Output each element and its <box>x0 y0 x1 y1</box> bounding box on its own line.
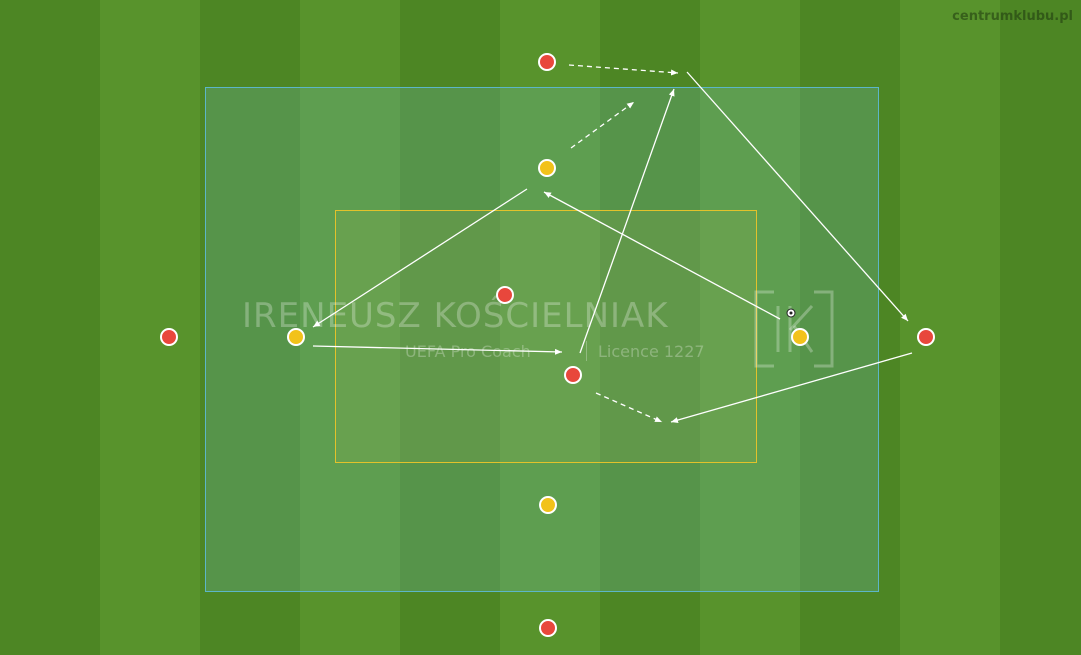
grass-stripe <box>800 0 900 655</box>
grass-stripe <box>1000 0 1081 655</box>
grass-stripe <box>900 0 1000 655</box>
player-yellow <box>538 159 556 177</box>
run-arrow <box>570 101 635 149</box>
inner-zone <box>335 210 757 463</box>
player-yellow <box>791 328 809 346</box>
grass-stripe <box>700 0 800 655</box>
watermark-licence: Licence 1227 <box>598 342 705 361</box>
grass-stripe <box>500 0 600 655</box>
pass-arrow <box>543 191 781 320</box>
player-red <box>917 328 935 346</box>
player-yellow <box>539 496 557 514</box>
run-arrow <box>595 392 663 423</box>
player-red <box>539 619 557 637</box>
pass-arrow <box>686 71 909 322</box>
watermark-subtitle: UEFA Pro Coach <box>405 342 531 361</box>
brand-watermark: centrumklubu.pl <box>952 9 1073 24</box>
grass-stripe <box>0 0 100 655</box>
grass-stripe <box>400 0 500 655</box>
player-red <box>564 366 582 384</box>
run-arrow <box>568 64 679 76</box>
pass-arrow <box>312 345 563 355</box>
player-yellow <box>287 328 305 346</box>
ball-icon <box>786 308 796 318</box>
player-red <box>538 53 556 71</box>
grass-stripe <box>100 0 200 655</box>
pass-arrow <box>312 188 528 328</box>
grass-stripe <box>300 0 400 655</box>
watermark-coach-name: IRENEUSZ KOŚCIELNIAK <box>242 296 669 336</box>
player-red <box>496 286 514 304</box>
player-red <box>160 328 178 346</box>
pass-arrow <box>579 88 675 354</box>
grass-stripe <box>200 0 300 655</box>
grass-stripe <box>600 0 700 655</box>
pass-arrow <box>670 352 913 423</box>
watermark-separator <box>586 341 587 361</box>
